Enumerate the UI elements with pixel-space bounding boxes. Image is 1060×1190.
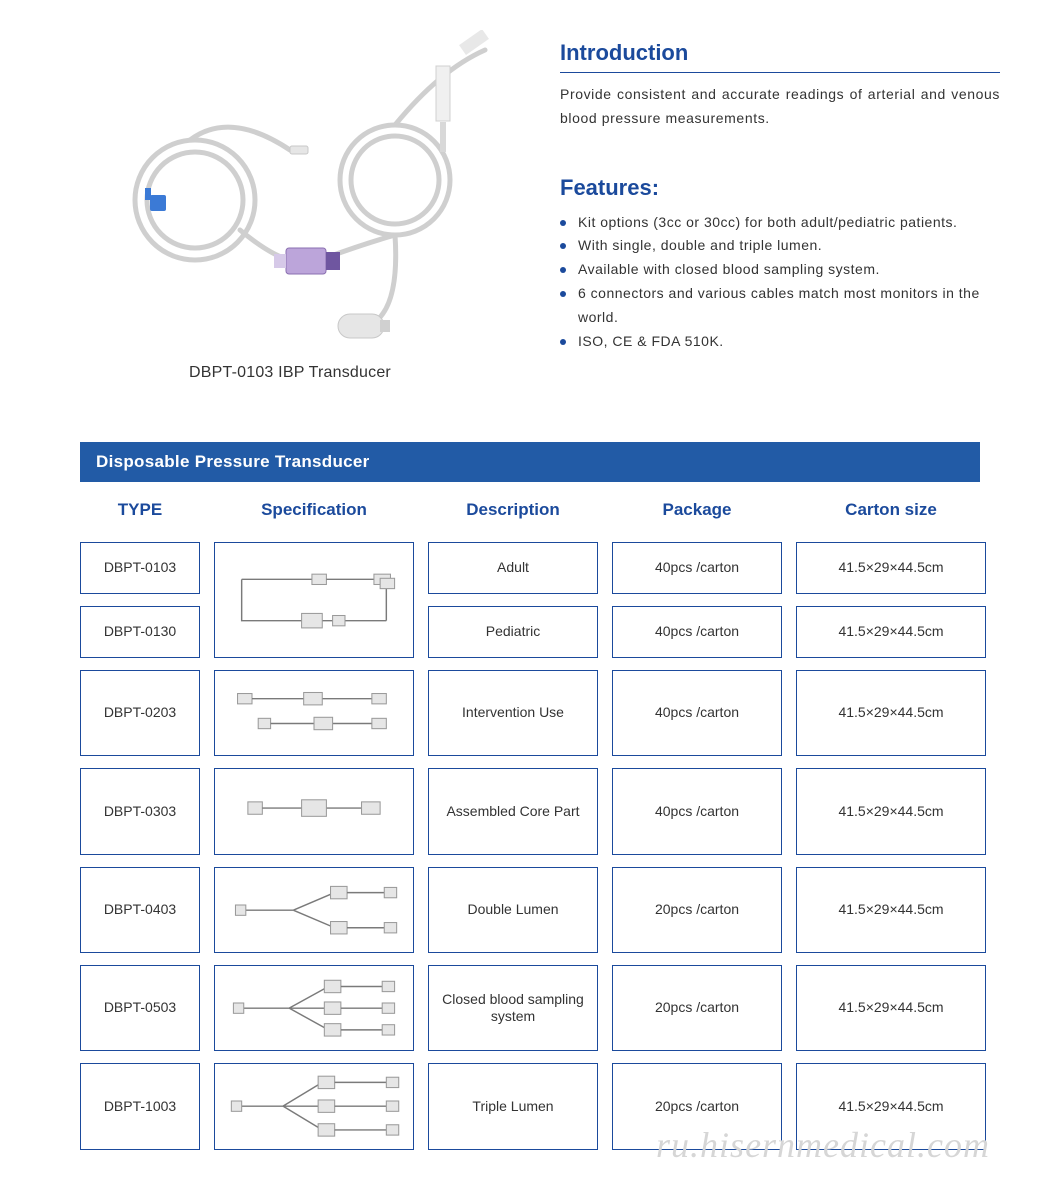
package-cell: 40pcs /carton xyxy=(612,542,782,594)
package-cell: 40pcs /carton xyxy=(612,670,782,756)
feature-item: With single, double and triple lumen. xyxy=(560,234,1000,258)
page: DBPT-0103 IBP Transducer Introduction Pr… xyxy=(0,0,1060,1190)
column-header: Description xyxy=(428,492,598,530)
column-header: TYPE xyxy=(80,492,200,530)
description-cell: Double Lumen xyxy=(428,867,598,953)
carton-cell: 41.5×29×44.5cm xyxy=(796,768,986,854)
description-cell: Intervention Use xyxy=(428,670,598,756)
product-column: DBPT-0103 IBP Transducer xyxy=(80,30,500,382)
type-cell: DBPT-0303 xyxy=(80,768,200,854)
top-section: DBPT-0103 IBP Transducer Introduction Pr… xyxy=(80,30,980,382)
type-cell: DBPT-0103 xyxy=(80,542,200,594)
type-cell: DBPT-1003 xyxy=(80,1063,200,1149)
spec-cell xyxy=(214,670,414,756)
package-cell: 40pcs /carton xyxy=(612,768,782,854)
spec-cell xyxy=(214,768,414,854)
column-header: Carton size xyxy=(796,492,986,530)
column-header: Specification xyxy=(214,492,414,530)
table-title-bar: Disposable Pressure Transducer xyxy=(80,442,980,482)
intro-title: Introduction xyxy=(560,40,1000,66)
spec-cell xyxy=(214,965,414,1051)
type-cell: DBPT-0503 xyxy=(80,965,200,1051)
features-title: Features: xyxy=(560,175,1000,201)
intro-underline xyxy=(560,72,1000,73)
spec-grid: TYPESpecificationDescriptionPackageCarto… xyxy=(80,492,980,1150)
spec-cell xyxy=(214,542,414,658)
table-block: Disposable Pressure Transducer TYPE Speci… xyxy=(80,442,980,1150)
feature-item: 6 connectors and various cables match mo… xyxy=(560,282,1000,330)
description-cell: Closed blood sampling system xyxy=(428,965,598,1051)
description-cell: Triple Lumen xyxy=(428,1063,598,1149)
description-cell: Assembled Core Part xyxy=(428,768,598,854)
carton-cell: 41.5×29×44.5cm xyxy=(796,1063,986,1149)
description-cell: Pediatric xyxy=(428,606,598,658)
product-image xyxy=(90,30,490,350)
carton-cell: 41.5×29×44.5cm xyxy=(796,670,986,756)
product-caption: DBPT-0103 IBP Transducer xyxy=(80,364,500,382)
feature-item: Kit options (3cc or 30cc) for both adult… xyxy=(560,211,1000,235)
carton-cell: 41.5×29×44.5cm xyxy=(796,867,986,953)
features-block: Features: Kit options (3cc or 30cc) for … xyxy=(560,175,1000,354)
carton-cell: 41.5×29×44.5cm xyxy=(796,965,986,1051)
carton-cell: 41.5×29×44.5cm xyxy=(796,606,986,658)
package-cell: 40pcs /carton xyxy=(612,606,782,658)
spec-cell xyxy=(214,1063,414,1149)
package-cell: 20pcs /carton xyxy=(612,867,782,953)
column-header: Package xyxy=(612,492,782,530)
intro-block: Introduction Provide consistent and accu… xyxy=(560,40,1000,131)
feature-item: Available with closed blood sampling sys… xyxy=(560,258,1000,282)
package-cell: 20pcs /carton xyxy=(612,965,782,1051)
intro-text: Provide consistent and accurate readings… xyxy=(560,83,1000,131)
info-column: Introduction Provide consistent and accu… xyxy=(560,30,1000,382)
feature-list: Kit options (3cc or 30cc) for both adult… xyxy=(560,211,1000,354)
type-cell: DBPT-0203 xyxy=(80,670,200,756)
carton-cell: 41.5×29×44.5cm xyxy=(796,542,986,594)
package-cell: 20pcs /carton xyxy=(612,1063,782,1149)
spec-cell xyxy=(214,867,414,953)
type-cell: DBPT-0130 xyxy=(80,606,200,658)
feature-item: ISO, CE & FDA 510K. xyxy=(560,330,1000,354)
type-cell: DBPT-0403 xyxy=(80,867,200,953)
description-cell: Adult xyxy=(428,542,598,594)
